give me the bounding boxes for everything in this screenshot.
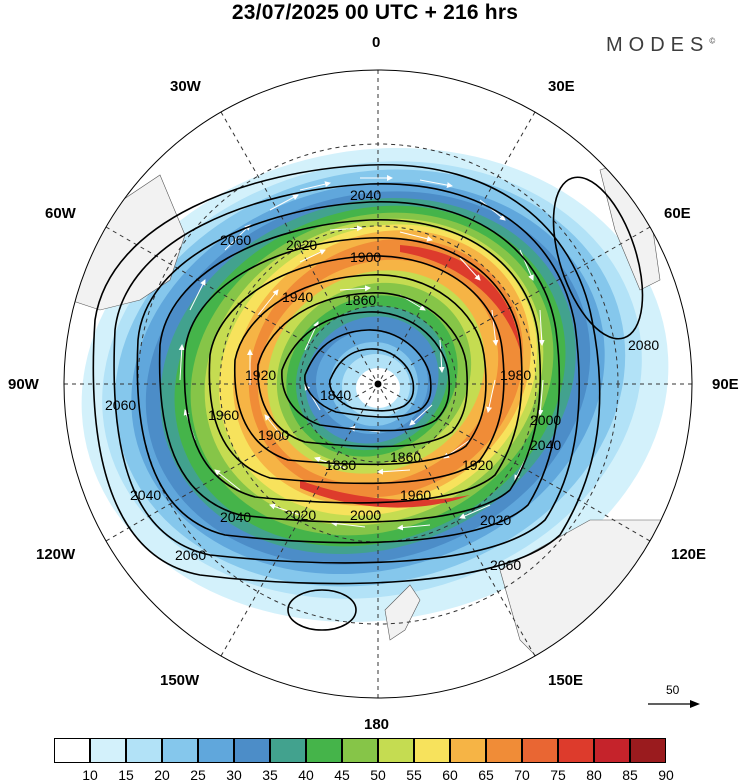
contour-label: 2040 xyxy=(130,487,161,503)
legend-tick-label: 60 xyxy=(442,767,458,783)
lon-label-180: 180 xyxy=(364,716,390,733)
legend-color-box xyxy=(306,738,342,763)
legend-color-box xyxy=(90,738,126,763)
contour-label: 1960 xyxy=(400,487,431,503)
legend-tick-label: 30 xyxy=(226,767,242,783)
contour-label: 1860 xyxy=(345,292,376,308)
legend-color-box xyxy=(162,738,198,763)
lon-label-0: 0 xyxy=(372,34,381,51)
contour-labels: 2080 2060 2060 2060 2060 2040 2040 2040 … xyxy=(105,187,659,573)
new-zealand xyxy=(384,584,421,641)
reference-vector-head xyxy=(690,700,700,708)
legend-color-box xyxy=(270,738,306,763)
lon-label-60W: 60W xyxy=(45,205,76,222)
legend-color-box xyxy=(126,738,162,763)
contour-label: 2060 xyxy=(175,547,206,563)
legend-color-box xyxy=(486,738,522,763)
lon-label-120E: 120E xyxy=(671,546,707,563)
legend-tick-label: 90 xyxy=(658,767,674,783)
contour-label: 2060 xyxy=(490,557,521,573)
south-america xyxy=(64,174,186,311)
contour-label: 2000 xyxy=(530,412,561,428)
legend-color-box xyxy=(450,738,486,763)
legend-color-box xyxy=(54,738,90,763)
contour-label: 2060 xyxy=(220,232,251,248)
lon-label-90W: 90W xyxy=(8,376,39,393)
legend-tick-label: 70 xyxy=(514,767,530,783)
legend-tick-label: 80 xyxy=(586,767,602,783)
lon-label-30W: 30W xyxy=(170,78,201,95)
legend-color-box xyxy=(234,738,270,763)
lon-label-150W: 150W xyxy=(160,672,200,689)
reference-vector-label: 50 xyxy=(666,683,680,697)
legend-tick-label: 15 xyxy=(118,767,134,783)
legend-color-box xyxy=(414,738,450,763)
contour-label: 2020 xyxy=(285,507,316,523)
legend-tick-label: 75 xyxy=(550,767,566,783)
legend-color-box xyxy=(198,738,234,763)
contour-label: 1860 xyxy=(390,449,421,465)
south-pole-marker xyxy=(374,380,382,388)
lon-label-60E: 60E xyxy=(664,205,691,222)
lon-label-120W: 120W xyxy=(36,546,76,563)
legend-tick-label: 20 xyxy=(154,767,170,783)
legend-tick-label: 25 xyxy=(190,767,206,783)
contour-label: 2040 xyxy=(350,187,381,203)
legend-tick-label: 35 xyxy=(262,767,278,783)
modes-logo: MODES© xyxy=(606,34,715,57)
legend-color-box xyxy=(342,738,378,763)
legend-tick-label: 50 xyxy=(370,767,386,783)
contour-label: 2020 xyxy=(480,512,511,528)
contour-label: 2080 xyxy=(628,337,659,353)
contour-label: 1880 xyxy=(325,457,356,473)
legend-color-box xyxy=(522,738,558,763)
contour-label: 2060 xyxy=(105,397,136,413)
legend-tick-label: 10 xyxy=(82,767,98,783)
contour-label: 1980 xyxy=(500,367,531,383)
contour-label: 1920 xyxy=(462,457,493,473)
contour-label: 2000 xyxy=(350,507,381,523)
legend-tick-label: 65 xyxy=(478,767,494,783)
lon-label-30E: 30E xyxy=(548,78,575,95)
copyright-mark: © xyxy=(709,36,716,46)
legend-color-box xyxy=(558,738,594,763)
contour-label: 2040 xyxy=(530,437,561,453)
contour-label: 1960 xyxy=(208,407,239,423)
geopotential-contours xyxy=(92,164,644,631)
legend-color-box xyxy=(594,738,630,763)
contour-label: 1900 xyxy=(350,249,381,265)
legend-color-box xyxy=(630,738,666,763)
contour-label: 2040 xyxy=(220,509,251,525)
legend-tick-label: 40 xyxy=(298,767,314,783)
legend-tick-label: 55 xyxy=(406,767,422,783)
contour-label: 1840 xyxy=(320,387,351,403)
legend-color-box xyxy=(378,738,414,763)
legend-tick-label: 45 xyxy=(334,767,350,783)
contour-label: 1940 xyxy=(282,289,313,305)
contour-label: 2020 xyxy=(286,237,317,253)
lon-label-150E: 150E xyxy=(548,672,584,689)
map-title: 23/07/2025 00 UTC + 216 hrs xyxy=(231,1,519,24)
lon-label-90E: 90E xyxy=(712,376,739,393)
map-boundary xyxy=(63,69,693,699)
contour-label: 1920 xyxy=(245,367,276,383)
legend-tick-label: 85 xyxy=(622,767,638,783)
brand-name: MODES xyxy=(606,34,710,56)
contour-label: 1900 xyxy=(258,427,289,443)
